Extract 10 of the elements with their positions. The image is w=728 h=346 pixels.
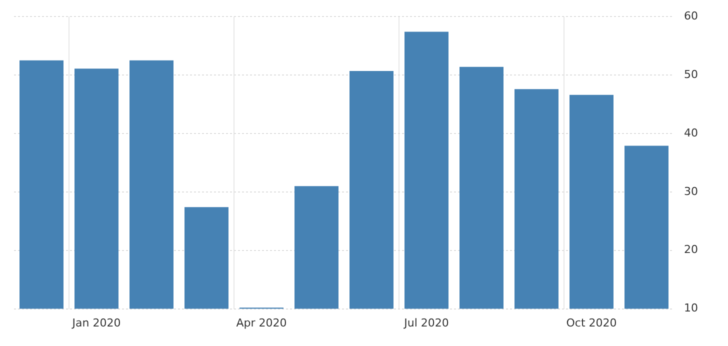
- x-tick-label: Jan 2020: [71, 316, 121, 330]
- y-tick-label: 10: [684, 302, 698, 315]
- x-tick-label: Apr 2020: [236, 316, 287, 330]
- y-tick-label: 50: [684, 68, 698, 81]
- y-tick-label: 60: [684, 9, 698, 22]
- y-tick-label: 20: [684, 243, 698, 256]
- y-tick-label: 40: [684, 126, 698, 140]
- x-tick-label: Jul 2020: [403, 316, 449, 330]
- y-tick-label: 30: [684, 184, 698, 198]
- x-tick-label: Oct 2020: [566, 316, 617, 330]
